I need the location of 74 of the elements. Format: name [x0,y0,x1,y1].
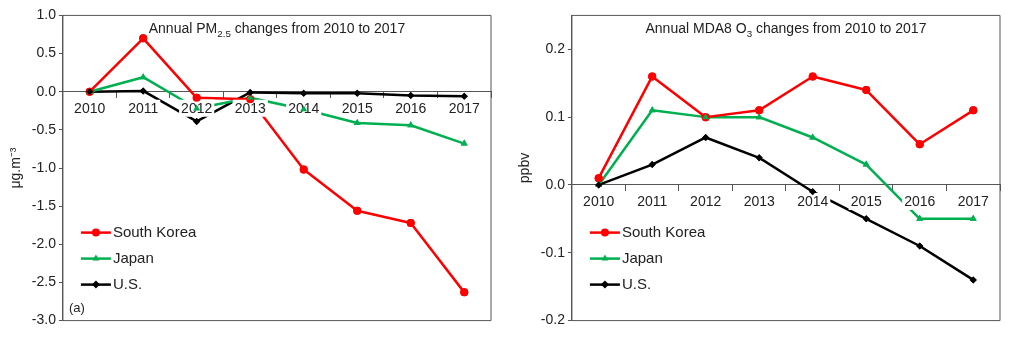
point [969,106,978,115]
legend-label: Japan [621,248,663,266]
point [862,160,870,167]
x-tick-label: 2013 [743,192,775,209]
y-tick-label: 0.1 [545,107,566,124]
point [139,73,147,80]
point [969,276,977,284]
point [702,133,710,141]
y-tick-label: 1.0 [36,6,57,23]
legend-label: South Korea [621,222,706,240]
y-tick-label: 0.2 [545,40,566,57]
y-tick-label: -1.0 [31,158,57,175]
legend-label: U.S. [621,274,652,292]
point [916,214,924,221]
x-tick-label: 2015 [341,99,374,116]
point [192,93,201,102]
y-tick-label: 0.5 [36,44,57,61]
x-tick-label: 2016 [904,192,936,209]
point [406,218,415,227]
y-axis-title: μg.m⁻³ [7,147,24,189]
point [862,86,871,94]
point [193,117,201,125]
point [139,87,147,95]
point [407,92,415,100]
x-tick-label: 2017 [448,99,481,116]
point [460,139,468,146]
point [809,188,817,196]
x-tick-label: 2011 [637,192,668,209]
y-tick-label: 0.0 [36,82,57,99]
point [648,161,656,169]
point [407,121,415,128]
x-tick-label: 2010 [583,192,615,209]
point [755,154,763,162]
point [299,165,308,174]
x-tick-label: 2014 [797,192,829,209]
point [300,89,308,97]
annotation: (a) [68,299,85,315]
y-tick-label: -2.0 [31,235,57,252]
point [353,118,361,125]
point [648,106,656,113]
point [648,72,657,81]
point [916,242,924,250]
point [246,88,254,96]
point [755,106,764,115]
point [915,140,924,149]
legend-label: Japan [112,248,154,266]
point [594,174,603,183]
point [862,215,870,223]
y-tick-label: -2.5 [31,273,57,290]
point [139,34,148,43]
point [353,206,362,215]
y-axis-title: ppbv [516,152,533,184]
point [460,288,469,297]
point [755,113,763,120]
y-tick-label: -0.5 [31,120,57,137]
point [460,92,468,100]
x-tick-label: 2017 [957,192,990,209]
y-tick-label: -0.2 [540,311,566,328]
y-tick-label: -3.0 [31,311,57,328]
point [969,214,977,221]
point [353,89,361,97]
x-tick-label: 2012 [181,99,213,116]
point [808,72,817,81]
x-tick-label: 2015 [850,192,883,209]
y-tick-label: 0.0 [545,175,566,192]
legend-label: South Korea [112,222,197,240]
x-tick-label: 2012 [690,192,722,209]
x-tick-label: 2010 [74,99,106,116]
y-tick-label: -0.1 [540,243,566,260]
x-tick-label: 2013 [234,99,266,116]
x-tick-label: 2016 [395,99,427,116]
legend-label: U.S. [112,274,143,292]
x-tick-label: 2011 [128,99,159,116]
y-tick-label: -1.5 [31,197,57,214]
